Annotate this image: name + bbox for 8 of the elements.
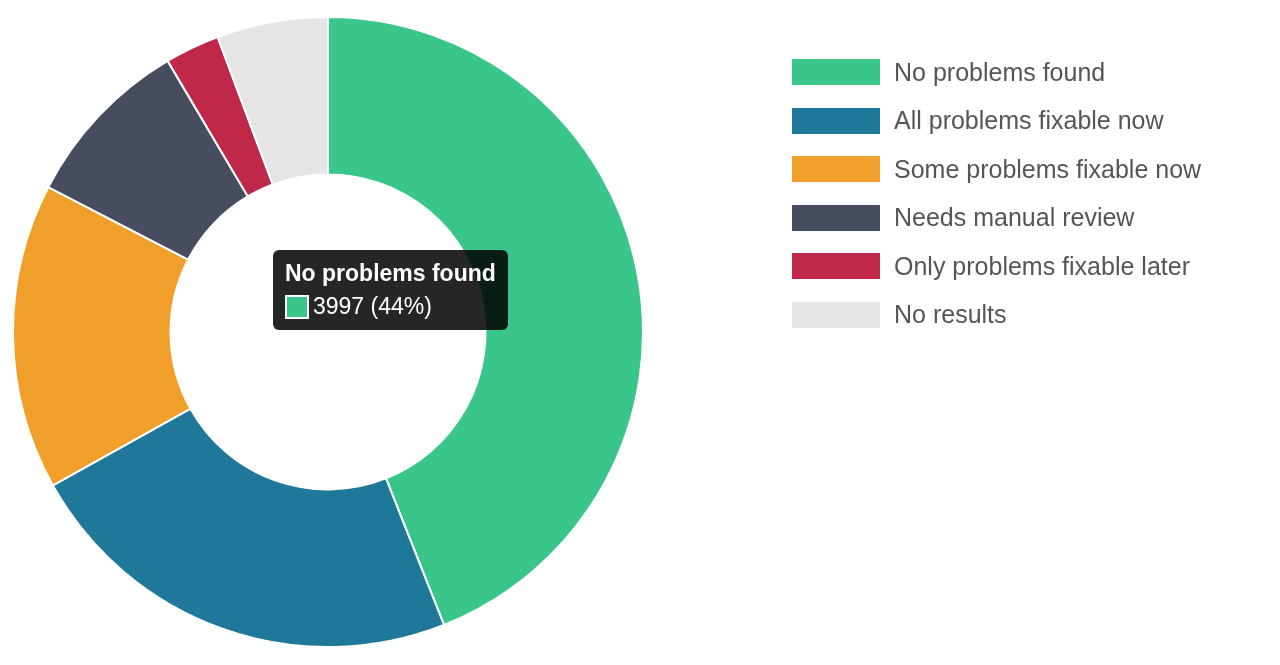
text: 3997 (44%) (313, 293, 432, 320)
legend-label: Some problems fixable now (894, 154, 1202, 184)
legend-label: Only problems fixable later (894, 251, 1190, 281)
legend-label: All problems fixable now (894, 106, 1164, 136)
text: No problems found (285, 260, 496, 287)
legend-label: Needs manual review (894, 203, 1135, 233)
legend-label: No results (894, 300, 1007, 330)
legend-label: No problems found (894, 57, 1106, 87)
